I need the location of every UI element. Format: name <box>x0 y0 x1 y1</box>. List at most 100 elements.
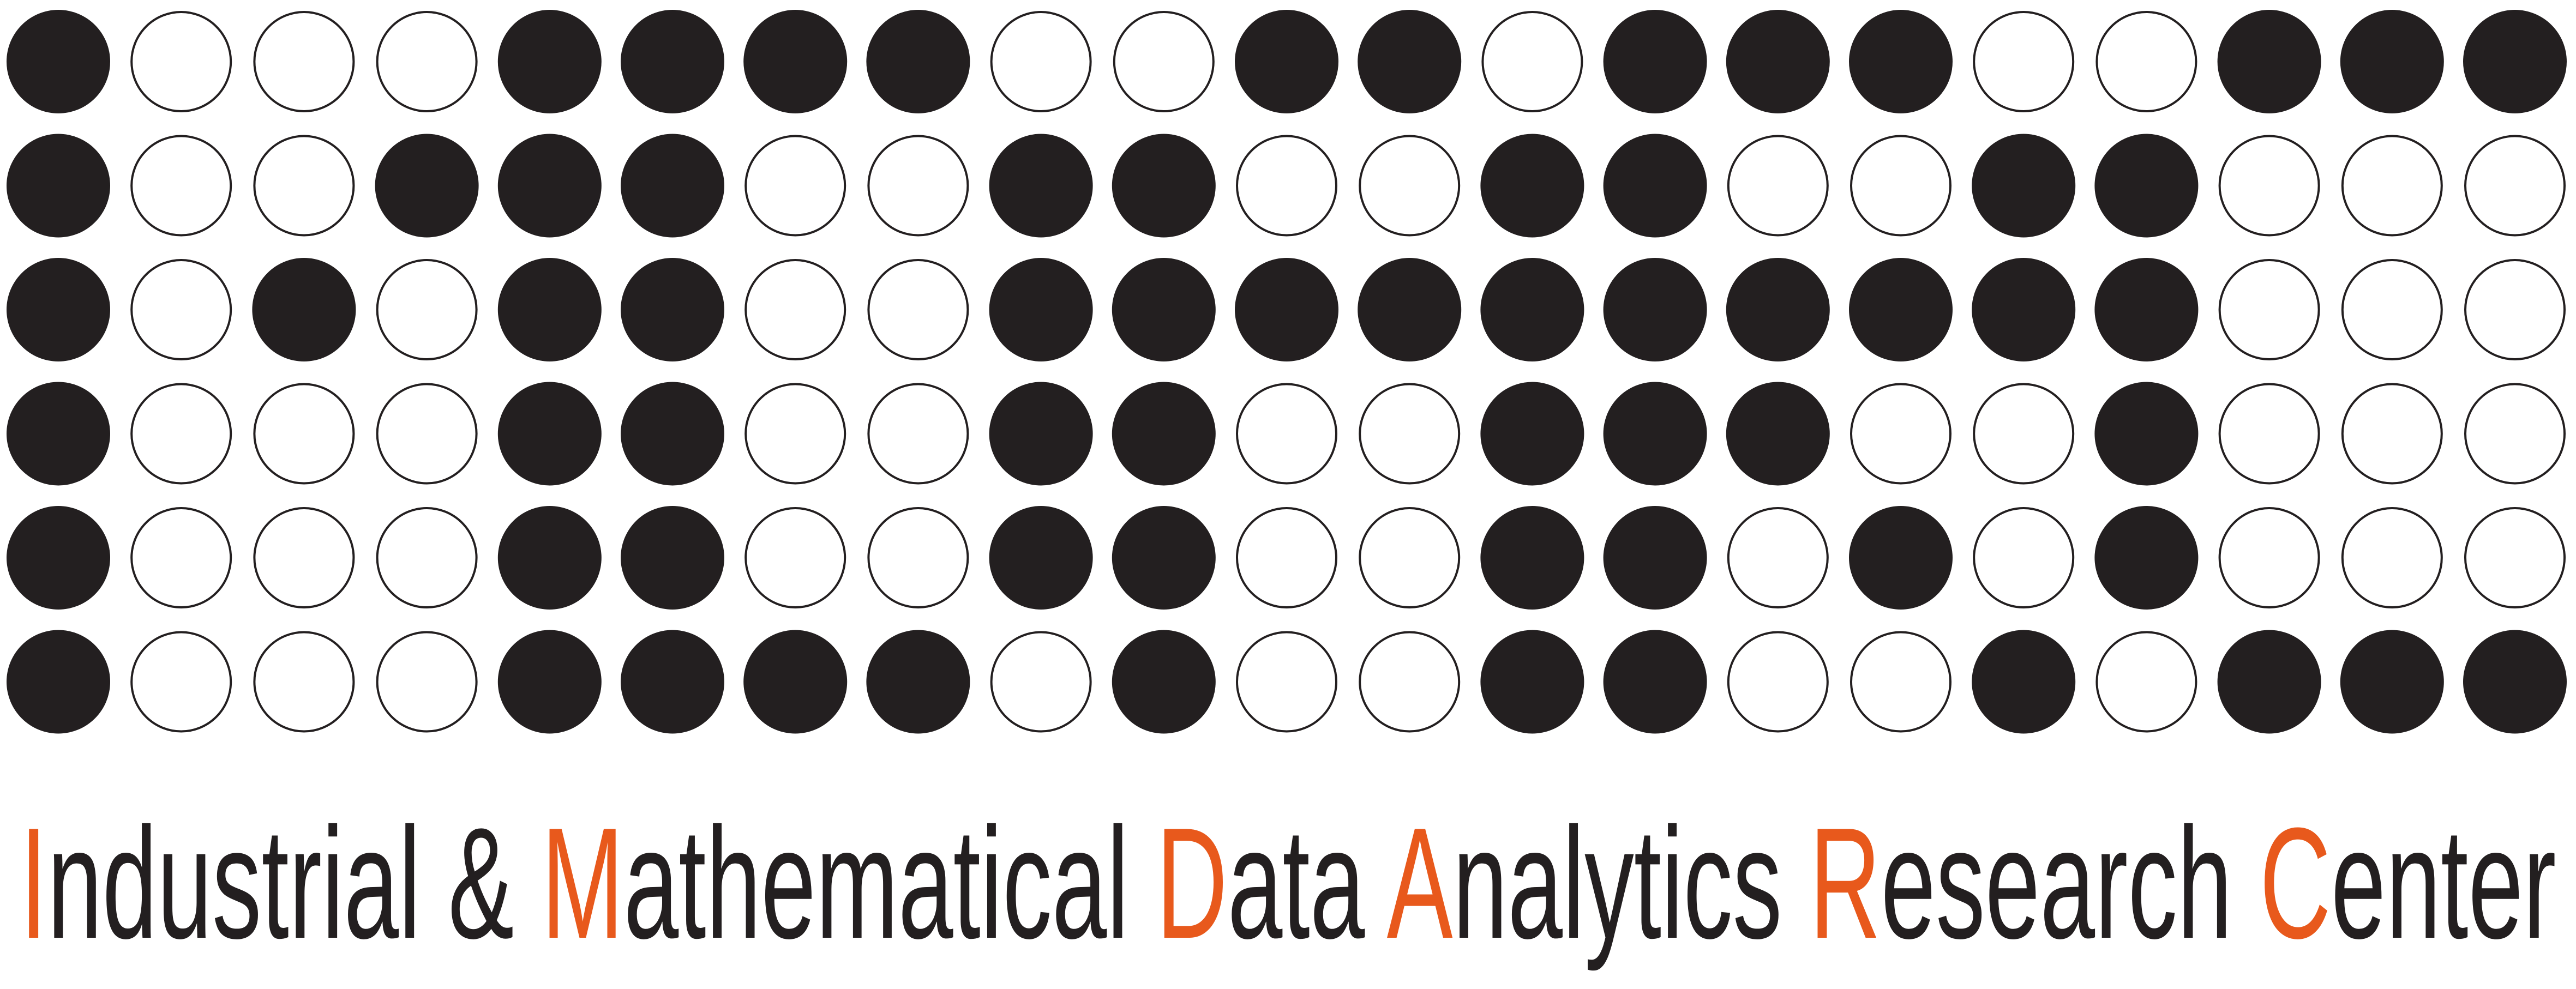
filled-dot <box>621 382 724 486</box>
filled-dot <box>497 258 602 361</box>
filled-dot <box>2094 134 2199 238</box>
filled-dot <box>1112 630 1216 734</box>
empty-dot <box>1359 507 1461 608</box>
empty-dot <box>1850 631 1951 733</box>
empty-dot <box>867 259 969 360</box>
empty-dot <box>2464 383 2566 485</box>
empty-dot <box>1236 507 1337 608</box>
filled-dot <box>7 10 110 113</box>
empty-dot <box>2341 383 2443 485</box>
filled-dot <box>1112 134 1216 238</box>
filled-dot <box>1603 258 1707 361</box>
empty-dot <box>1481 11 1583 112</box>
empty-dot <box>2218 507 2320 608</box>
filled-dot <box>866 630 970 734</box>
empty-dot <box>2218 259 2320 360</box>
initial-letter: D <box>1129 795 1228 972</box>
filled-dot <box>2094 258 2199 361</box>
empty-dot <box>2341 135 2443 237</box>
filled-dot <box>989 382 1093 486</box>
filled-dot <box>621 630 724 734</box>
empty-dot <box>376 507 478 608</box>
word-remainder: esearch <box>1881 795 2232 972</box>
filled-dot <box>1480 630 1584 734</box>
filled-dot <box>497 382 602 486</box>
filled-dot <box>497 630 602 734</box>
filled-dot <box>1726 382 1830 486</box>
empty-dot <box>2095 11 2197 112</box>
initial-letter: I <box>20 795 47 972</box>
word-remainder: ndustrial & <box>47 795 514 972</box>
filled-dot <box>743 10 848 113</box>
filled-dot <box>1480 506 1584 610</box>
empty-dot <box>130 259 232 360</box>
empty-dot <box>867 507 969 608</box>
filled-dot <box>1726 10 1830 113</box>
empty-dot <box>253 135 355 237</box>
filled-dot <box>1480 382 1584 486</box>
empty-dot <box>130 383 232 485</box>
empty-dot <box>1973 383 2075 485</box>
empty-dot <box>744 259 846 360</box>
filled-dot <box>1112 258 1216 361</box>
filled-dot <box>1726 258 1830 361</box>
filled-dot <box>989 134 1093 238</box>
empty-dot <box>744 135 846 237</box>
empty-dot <box>130 11 232 112</box>
empty-dot <box>1113 11 1215 112</box>
empty-dot <box>1850 383 1951 485</box>
empty-dot <box>1236 383 1337 485</box>
filled-dot <box>2094 506 2199 610</box>
empty-dot <box>2218 135 2320 237</box>
dot-grid <box>7 10 2567 734</box>
filled-dot <box>497 506 602 610</box>
filled-dot <box>621 258 724 361</box>
empty-dot <box>990 631 1092 733</box>
empty-dot <box>867 135 969 237</box>
filled-dot <box>1849 10 1953 113</box>
filled-dot <box>1603 382 1707 486</box>
filled-dot <box>7 630 110 734</box>
filled-dot <box>1235 10 1338 113</box>
empty-dot <box>2464 135 2566 237</box>
initial-letter: C <box>2232 795 2331 972</box>
empty-dot <box>1359 135 1461 237</box>
empty-dot <box>2095 631 2197 733</box>
filled-dot <box>866 10 970 113</box>
empty-dot <box>990 11 1092 112</box>
empty-dot <box>2341 507 2443 608</box>
filled-dot <box>7 258 110 361</box>
filled-dot <box>743 630 848 734</box>
filled-dot <box>1358 258 1462 361</box>
empty-dot <box>744 383 846 485</box>
filled-dot <box>2463 10 2567 113</box>
filled-dot <box>989 258 1093 361</box>
empty-dot <box>253 383 355 485</box>
empty-dot <box>1973 507 2075 608</box>
filled-dot <box>1849 258 1953 361</box>
filled-dot <box>2217 10 2321 113</box>
empty-dot <box>1359 383 1461 485</box>
filled-dot <box>1972 258 2076 361</box>
empty-dot <box>376 631 478 733</box>
word-remainder: enter <box>2331 795 2556 972</box>
filled-dot <box>1480 258 1584 361</box>
filled-dot <box>1112 382 1216 486</box>
empty-dot <box>253 631 355 733</box>
empty-dot <box>2218 383 2320 485</box>
filled-dot <box>1358 10 1462 113</box>
filled-dot <box>7 506 110 610</box>
filled-dot <box>1603 10 1707 113</box>
empty-dot <box>130 631 232 733</box>
empty-dot <box>1727 631 1829 733</box>
empty-dot <box>744 507 846 608</box>
empty-dot <box>253 11 355 112</box>
word-remainder: athematical <box>624 795 1129 972</box>
filled-dot <box>1235 258 1338 361</box>
initial-letter: M <box>514 795 623 972</box>
empty-dot <box>2464 259 2566 360</box>
filled-dot <box>1972 134 2076 238</box>
empty-dot <box>2464 507 2566 608</box>
filled-dot <box>1603 630 1707 734</box>
